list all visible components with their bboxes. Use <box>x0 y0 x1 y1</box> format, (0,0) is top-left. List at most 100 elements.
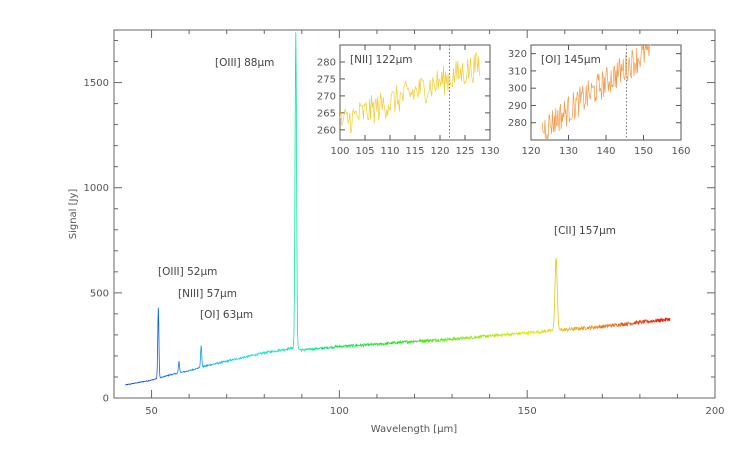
spectrum-segment <box>169 373 175 376</box>
inset-nii-content: 100 105 110 115 120 125 130 260 265 270 275 280 <box>317 45 500 157</box>
spectrum-segment <box>249 353 255 357</box>
inset-nii-122: 100 105 110 115 120 125 130 260 265 270 275 280 [NI… <box>317 44 500 157</box>
inset-y-tick-label: 280 <box>508 118 527 129</box>
inset-y-tick-label: 270 <box>317 91 336 102</box>
spectrum-segment <box>393 340 399 345</box>
spectrum-segment <box>414 340 420 343</box>
inset-nii-frame <box>339 44 491 141</box>
spectrum-segment <box>397 339 403 345</box>
inset-x-tick-label: 115 <box>405 146 424 157</box>
spectrum-segment <box>447 337 453 342</box>
spectrum-segment <box>488 333 494 338</box>
spectrum-segment <box>303 347 308 352</box>
inset-x-tick-label: 105 <box>355 146 374 157</box>
spectrum-segment <box>360 343 366 348</box>
spectrum-segment <box>181 370 186 374</box>
inset-oi-title: [OI] 145μm <box>541 54 601 66</box>
inset-y-tick-label: 300 <box>508 84 527 95</box>
spectrum-segment <box>637 319 643 326</box>
inset-y-tick-label: 275 <box>317 74 336 85</box>
spectrum-segment <box>571 326 577 332</box>
spectrum-segment <box>185 369 190 373</box>
inset-y-tick-label: 265 <box>317 108 336 119</box>
spectrum-segment <box>331 344 337 350</box>
spectrum-segment <box>216 361 222 365</box>
spectrum-segment <box>505 331 511 337</box>
spectrum-segment <box>497 332 502 337</box>
spectrum-segment <box>617 322 622 327</box>
spectrum-segment <box>464 336 469 340</box>
spectrum-segment <box>294 32 300 350</box>
inset-x-tick-label: 100 <box>330 146 349 157</box>
spectrum-segment <box>600 324 606 329</box>
inset-x-tick-label: 130 <box>559 146 578 157</box>
spectrum-segment <box>154 307 160 380</box>
spectrum-segment <box>232 358 238 362</box>
spectrum-segment <box>596 324 602 329</box>
spectrum-segment <box>546 328 552 333</box>
spectrum-segment <box>526 330 531 336</box>
spectrum-segment <box>364 343 370 347</box>
line-label-niii-57: [NIII] 57μm <box>178 288 237 300</box>
spectrum-segment <box>311 346 317 352</box>
inset-x-tick-label: 110 <box>380 146 399 157</box>
spectrum-series <box>125 32 671 386</box>
spectrum-segment <box>509 332 515 336</box>
spectrum-segment <box>550 272 556 332</box>
spectrum-segment <box>290 156 296 350</box>
spectrum-segment <box>356 343 362 347</box>
spectrum-segment <box>435 338 440 343</box>
spectrum-segment <box>203 364 209 368</box>
spectrum-segment <box>579 325 585 332</box>
spectrum-segment <box>377 342 383 347</box>
spectrum-segment <box>323 346 329 350</box>
spectrum-segment <box>390 341 395 345</box>
spectrum-segment <box>538 328 544 335</box>
spectrum-segment <box>192 367 197 371</box>
inset-x-tick-label: 150 <box>634 146 653 157</box>
spectrum-segment <box>298 348 304 353</box>
spectrum-segment <box>373 342 379 347</box>
spectrum-segment <box>315 347 321 350</box>
spectrum-segment <box>132 382 137 385</box>
spectrum-segment <box>307 347 312 351</box>
inset-spectrum-trace <box>541 44 651 140</box>
spectrum-segment <box>265 349 271 355</box>
spectrum-segment <box>666 317 671 322</box>
spectrum-segment <box>241 355 246 360</box>
spectrum-segment <box>257 351 263 356</box>
spectrum-segment <box>269 349 275 354</box>
inset-x-tick-label: 160 <box>671 146 690 157</box>
spectrum-segment <box>468 335 473 340</box>
spectrum-segment <box>646 319 651 325</box>
y-tick-label: 1000 <box>84 183 109 194</box>
spectrum-segment <box>443 336 449 342</box>
spectrum-segment <box>410 339 416 344</box>
inset-oi-frame <box>530 44 682 141</box>
inset-y-tick-label: 310 <box>508 66 527 77</box>
spectrum-segment <box>402 340 407 344</box>
spectrum-segment <box>592 325 597 331</box>
spectrum-segment <box>282 348 288 352</box>
inset-spectrum-trace <box>339 52 480 134</box>
inset-y-tick-label: 260 <box>317 125 336 136</box>
spectrum-segment <box>228 358 234 362</box>
inset-x-tick-label: 120 <box>430 146 449 157</box>
spectrum-segment <box>484 334 490 339</box>
inset-x-tick-label: 120 <box>521 146 540 157</box>
spectrum-segment <box>654 318 660 323</box>
spectrum-segment <box>641 318 647 324</box>
spectrum-segment <box>418 338 424 344</box>
spectrum-segment <box>451 335 457 342</box>
spectrum-segment <box>534 330 539 334</box>
spectrum-segment <box>426 338 432 344</box>
spectrum-segment <box>261 350 267 356</box>
line-label-oiii-52: [OIII] 52μm <box>158 266 217 278</box>
main-ticks: 50 100 150 200 0 500 1000 1500 <box>84 30 725 417</box>
inset-oi-content: 120 130 140 150 160 280 290 300 310 320 <box>508 44 691 157</box>
spectrum-segment <box>139 380 145 383</box>
spectrum-segment <box>625 321 630 327</box>
line-label-oiii-88: [OIII] 88μm <box>215 57 274 69</box>
spectrum-segment <box>319 346 325 351</box>
